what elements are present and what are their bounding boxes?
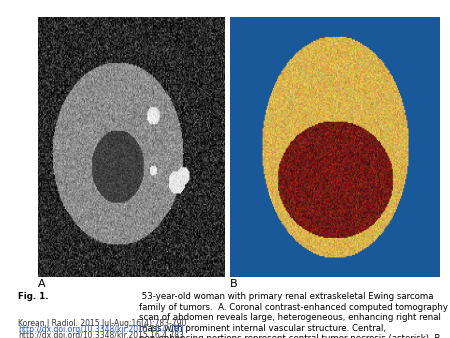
Text: http://dx.doi.org/10.3348/kjr.2015.16.4.783: http://dx.doi.org/10.3348/kjr.2015.16.4.… (18, 325, 184, 335)
Text: Korean J Radiol. 2015 Jul-Aug;16(4):783-790.
http://dx.doi.org/10.3348/kjr.2015.: Korean J Radiol. 2015 Jul-Aug;16(4):783-… (18, 319, 189, 338)
Text: A: A (38, 279, 46, 289)
Text: Fig. 1.: Fig. 1. (18, 292, 49, 301)
Text: 53-year-old woman with primary renal extraskeletal Ewing sarcoma family of tumor: 53-year-old woman with primary renal ext… (139, 292, 448, 338)
Text: B: B (230, 279, 237, 289)
